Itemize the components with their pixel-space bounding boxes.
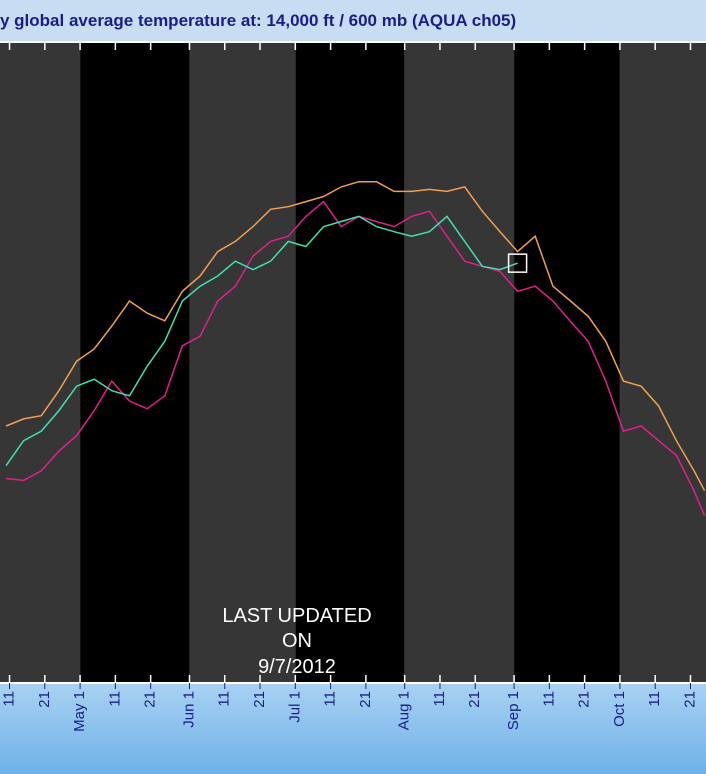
x-tick-label: 11 xyxy=(646,691,663,707)
month-band xyxy=(619,42,706,683)
x-tick-label: May 1 xyxy=(71,691,88,732)
x-tick-label: 11 xyxy=(216,691,233,707)
x-tick-label: 21 xyxy=(576,691,593,708)
x-tick-label: Aug 1 xyxy=(396,691,413,730)
x-tick-label: 21 xyxy=(251,691,268,708)
x-tick-label: 21 xyxy=(357,691,374,708)
axis-bar xyxy=(0,683,706,774)
month-band xyxy=(514,42,620,683)
chart-title: y global average temperature at: 14,000 … xyxy=(0,11,516,30)
current-marker xyxy=(507,253,528,273)
month-band xyxy=(189,42,296,683)
x-tick-label: Sep 1 xyxy=(505,691,522,730)
x-tick-label: 11 xyxy=(431,691,448,707)
title-bar xyxy=(0,0,706,42)
x-tick-label: 21 xyxy=(466,691,483,708)
x-tick-label: 11 xyxy=(540,691,557,707)
x-tick-label: Jun 1 xyxy=(180,691,197,728)
month-band xyxy=(0,42,81,683)
series-line xyxy=(5,215,518,467)
x-tick-label: Jul 1 xyxy=(286,691,303,723)
month-band xyxy=(80,42,190,683)
x-tick-label: 21 xyxy=(142,691,159,708)
x-tick-label: 21 xyxy=(36,691,53,708)
x-tick-label: 21 xyxy=(681,691,698,708)
annotation: ON xyxy=(282,630,312,652)
series-line xyxy=(5,180,706,492)
x-tick-label: Oct 1 xyxy=(611,691,628,727)
x-tick-label: 11 xyxy=(322,691,339,707)
month-band xyxy=(404,42,515,683)
x-tick-label: 11 xyxy=(0,691,17,707)
annotation: 9/7/2012 xyxy=(258,656,336,678)
x-tick-label: 11 xyxy=(106,691,123,707)
month-band xyxy=(295,42,405,683)
annotation: LAST UPDATED xyxy=(222,605,371,627)
